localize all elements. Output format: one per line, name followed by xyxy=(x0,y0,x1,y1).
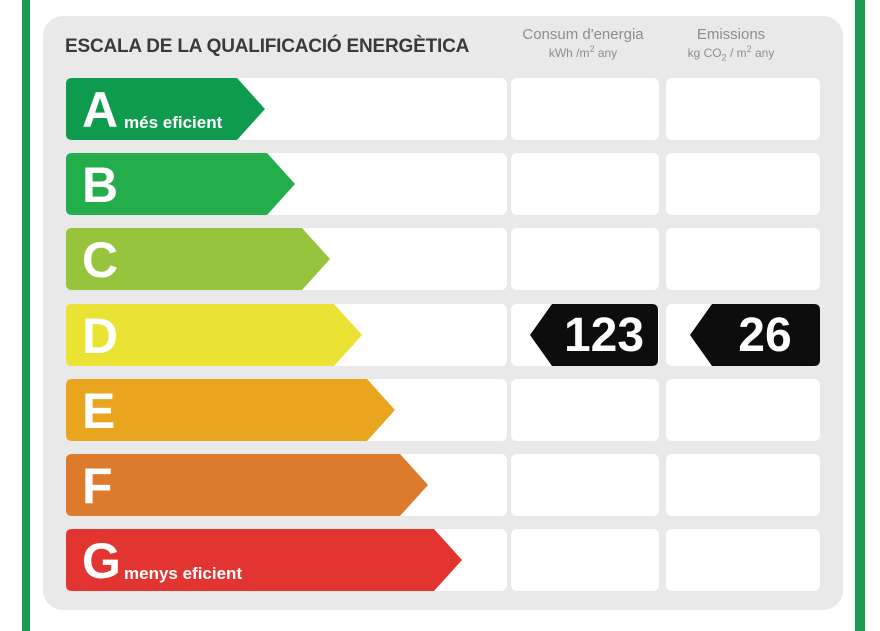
energy-value-cell xyxy=(511,454,659,516)
energy-column-unit: kWh /m2 any xyxy=(548,44,618,61)
panel-title: ESCALA DE LA QUALIFICACIÓ ENERGÈTICA xyxy=(65,36,470,57)
emissions-value-cell xyxy=(666,228,820,290)
grade-arrow: D xyxy=(66,304,362,366)
grade-arrow-shape xyxy=(66,304,362,366)
energy-value-cell xyxy=(511,379,659,441)
grade-arrow: F xyxy=(66,454,428,516)
emissions-value-cell xyxy=(666,454,820,516)
grade-arrow: B xyxy=(66,153,295,215)
energy-value-cell xyxy=(511,153,659,215)
frame-right-green-stripe xyxy=(855,0,865,631)
emissions-value-cell xyxy=(666,153,820,215)
emissions-column-unit: kg CO2 / m2 any xyxy=(687,44,775,63)
grade-letter: C xyxy=(82,232,119,288)
scale-row: C xyxy=(43,228,843,290)
energy-value-cell xyxy=(511,228,659,290)
grade-note: menys eficient xyxy=(124,564,243,583)
grade-letter: B xyxy=(82,157,119,213)
grade-arrow: C xyxy=(66,228,330,290)
energy-value-cell xyxy=(511,529,659,591)
grade-note: més eficient xyxy=(124,113,223,132)
energy-value-cell xyxy=(511,78,659,140)
emissions-value-cell xyxy=(666,379,820,441)
grade-arrow-shape xyxy=(66,78,265,140)
emissions-marker-arrow-icon xyxy=(690,304,820,366)
scale-row: E xyxy=(43,379,843,441)
grade-letter: F xyxy=(82,458,113,514)
scale-row: D 123 26 xyxy=(43,304,843,366)
scale-row: A més eficient xyxy=(43,78,843,140)
grade-letter: E xyxy=(82,383,116,439)
frame-left-green-stripe xyxy=(22,0,30,631)
scale-row: F xyxy=(43,454,843,516)
grade-letter: D xyxy=(82,308,119,364)
energy-scale-panel: ESCALA DE LA QUALIFICACIÓ ENERGÈTICA Con… xyxy=(43,16,843,610)
grade-arrow-shape xyxy=(66,228,330,290)
emissions-rating-value: 26 xyxy=(738,309,792,362)
emissions-value-cell xyxy=(666,78,820,140)
energy-column-title: Consum d'energia xyxy=(522,26,644,43)
energy-rating-value: 123 xyxy=(563,309,645,362)
emissions-column-header: Emissions kg CO2 / m2 any xyxy=(631,26,831,63)
grade-letter: G xyxy=(82,533,121,589)
emissions-value-cell xyxy=(666,529,820,591)
emissions-rating-marker: 26 xyxy=(690,304,820,366)
scale-row: G menys eficient xyxy=(43,529,843,591)
grade-arrow-shape xyxy=(66,379,395,441)
grade-arrow-shape xyxy=(66,454,428,516)
grade-letter: A xyxy=(82,82,119,138)
grade-arrow: A més eficient xyxy=(66,78,265,140)
energy-marker-arrow-icon xyxy=(530,304,658,366)
energy-rating-marker: 123 xyxy=(530,304,658,366)
scale-row: B xyxy=(43,153,843,215)
energy-column-header: Consum d'energia kWh /m2 any xyxy=(483,26,683,60)
grade-arrow-shape xyxy=(66,153,295,215)
grade-arrow: E xyxy=(66,379,395,441)
emissions-column-title: Emissions xyxy=(696,26,766,43)
grade-arrow-shape xyxy=(66,529,462,591)
grade-arrow: G menys eficient xyxy=(66,529,462,591)
